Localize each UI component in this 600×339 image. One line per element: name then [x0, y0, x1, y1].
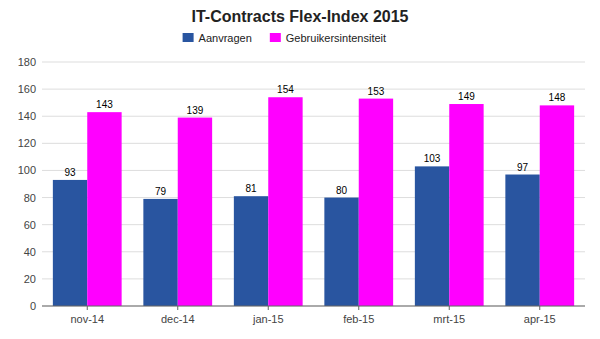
bar: [143, 199, 177, 306]
data-label: 81: [245, 183, 257, 194]
y-tick-label: 40: [24, 246, 36, 258]
grid-line: [42, 224, 585, 225]
y-tick-label: 100: [18, 164, 36, 176]
data-label: 148: [549, 92, 566, 103]
x-axis: [42, 306, 585, 307]
data-label: 79: [155, 186, 167, 197]
chart: IT-Contracts Flex-Index 2015 0 20 40 60 80 100…: [0, 0, 600, 339]
grid-line: [42, 116, 585, 117]
bar: [234, 196, 268, 306]
x-tick-label: nov-14: [70, 313, 104, 325]
data-label: 143: [96, 99, 113, 110]
bars: [53, 97, 574, 306]
grid-line: [42, 251, 585, 252]
data-label: 80: [336, 185, 348, 196]
grid-line: [42, 197, 585, 198]
data-label: 93: [64, 167, 76, 178]
y-tick-label: 140: [18, 110, 36, 122]
bar: [505, 175, 539, 306]
bar: [449, 104, 483, 306]
x-tick: [87, 306, 88, 310]
x-tick: [358, 306, 359, 310]
legend-label: Gebruikersintensiteit: [286, 32, 386, 44]
x-tick: [268, 306, 269, 310]
data-label: 97: [517, 162, 529, 173]
grid-line: [42, 62, 585, 63]
legend-swatch: [183, 33, 194, 42]
legend-label: Aanvragen: [199, 32, 252, 44]
bar: [540, 105, 574, 306]
y-tick-label: 60: [24, 219, 36, 231]
y-tick-label: 80: [24, 192, 36, 204]
bar: [53, 180, 87, 306]
data-label: 153: [368, 86, 385, 97]
bar: [268, 97, 302, 306]
legend-swatch: [270, 33, 281, 42]
x-tick-label: feb-15: [343, 313, 374, 325]
bar: [359, 99, 393, 306]
x-tick-label: apr-15: [524, 313, 556, 325]
data-label: 103: [424, 153, 441, 164]
bar: [324, 198, 358, 306]
legend: Aanvragen Gebruikersintensiteit: [183, 32, 387, 44]
y-tick-label: 180: [18, 56, 36, 68]
grid-line: [42, 170, 585, 171]
grid-line: [42, 143, 585, 144]
x-tick-label: dec-14: [161, 313, 195, 325]
y-tick-label: 160: [18, 83, 36, 95]
data-label: 149: [458, 91, 475, 102]
grid-line: [42, 89, 585, 90]
background: [0, 0, 600, 339]
x-tick-label: mrt-15: [433, 313, 465, 325]
x-tick: [177, 306, 178, 310]
x-tick-label: jan-15: [252, 313, 284, 325]
data-labels: 93 79 81 80 103 97 143 139 154 153 149 148: [64, 84, 565, 197]
x-tick: [539, 306, 540, 310]
grid-line: [42, 306, 585, 307]
x-tick: [449, 306, 450, 310]
data-label: 139: [187, 105, 204, 116]
bar: [415, 166, 449, 306]
bar: [178, 118, 212, 306]
y-tick-label: 0: [30, 300, 36, 312]
grid-line: [42, 278, 585, 279]
bar: [87, 112, 121, 306]
data-label: 154: [277, 84, 294, 95]
y-tick-label: 20: [24, 273, 36, 285]
title: IT-Contracts Flex-Index 2015: [192, 8, 409, 25]
y-tick-label: 120: [18, 137, 36, 149]
